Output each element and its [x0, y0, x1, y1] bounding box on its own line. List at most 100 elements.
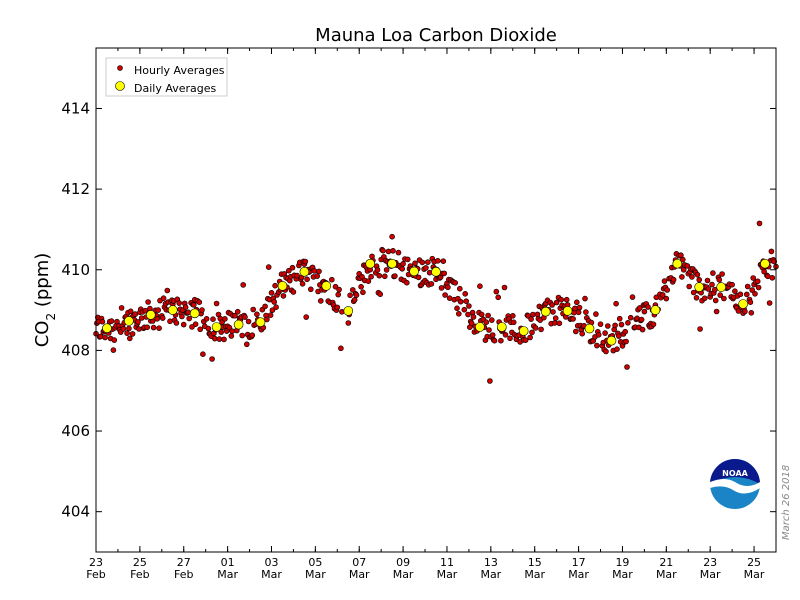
hourly-point	[710, 270, 716, 276]
hourly-point	[661, 278, 668, 284]
hourly-point	[750, 275, 757, 281]
hourly-point	[191, 302, 197, 308]
hourly-point	[132, 311, 139, 317]
hourly-point	[709, 281, 715, 288]
hourly-point	[501, 284, 508, 291]
daily-point	[694, 282, 705, 292]
hourly-point	[440, 258, 447, 265]
hourly-point	[213, 300, 220, 307]
hourly-point	[441, 270, 448, 277]
daily-point	[475, 322, 485, 332]
x-tick-day: 19	[615, 556, 629, 569]
daily-point	[584, 323, 595, 334]
hourly-point	[262, 303, 268, 310]
hourly-point	[360, 289, 366, 296]
hourly-point	[385, 248, 392, 255]
y-axis-ticks: 404 406 408 410 412 414	[61, 99, 776, 521]
hourly-point	[99, 318, 106, 325]
hourly-point	[135, 319, 141, 325]
hourly-point	[624, 364, 630, 370]
hourly-point	[744, 283, 751, 290]
hourly-point	[743, 291, 750, 298]
hourly-point	[527, 334, 533, 341]
hourly-point	[528, 316, 534, 322]
hourly-point	[455, 310, 462, 317]
hourly-point	[729, 281, 735, 288]
hourly-point	[679, 256, 686, 263]
daily-point	[343, 306, 354, 316]
legend-hourly-label: Hourly Averages	[134, 64, 225, 77]
hourly-point	[196, 299, 203, 306]
hourly-point	[468, 320, 475, 327]
hourly-point	[376, 272, 383, 279]
hourly-point	[239, 332, 245, 339]
hourly-point	[737, 291, 744, 298]
hourly-point	[368, 273, 374, 280]
hourly-point	[697, 326, 703, 332]
hourly-point	[338, 345, 344, 352]
hourly-point	[556, 320, 563, 327]
hourly-point	[234, 308, 241, 315]
hourly-point	[712, 297, 719, 304]
daily-point	[233, 319, 244, 330]
x-tick-month: Mar	[261, 568, 282, 581]
hourly-point	[102, 334, 108, 341]
hourly-point	[563, 296, 570, 303]
hourly-point	[529, 329, 535, 336]
hourly-point	[719, 271, 725, 277]
hourly-point	[593, 311, 599, 317]
hourly-point	[575, 309, 582, 316]
hourly-point	[445, 284, 451, 291]
hourly-point	[622, 328, 629, 335]
hourly-point	[639, 326, 646, 333]
hourly-point	[550, 309, 556, 315]
hourly-point	[182, 304, 189, 311]
hourly-point	[347, 292, 353, 299]
y-tick-label: 404	[61, 503, 90, 521]
legend-daily-label: Daily Averages	[134, 82, 217, 95]
hourly-point	[358, 283, 364, 290]
hourly-point	[461, 306, 468, 313]
hourly-point	[299, 280, 306, 287]
hourly-point	[636, 305, 643, 311]
y-axis-label-main: CO	[32, 321, 53, 348]
hourly-point	[332, 283, 339, 290]
hourly-point	[463, 298, 470, 305]
hourly-point	[466, 303, 472, 309]
hourly-point	[374, 267, 381, 273]
hourly-point	[389, 233, 395, 240]
hourly-point	[377, 291, 384, 298]
x-tick-month: Mar	[568, 568, 589, 581]
daily-point	[189, 308, 200, 319]
hourly-point	[457, 298, 464, 305]
hourly-point	[446, 295, 453, 302]
hourly-point	[663, 295, 670, 302]
hourly-point	[716, 276, 723, 283]
hourly-point	[316, 268, 322, 275]
hourly-point	[176, 300, 182, 306]
hourly-point	[488, 317, 495, 323]
plot-frame	[95, 47, 777, 553]
hourly-point	[604, 323, 611, 329]
hourly-point	[679, 274, 685, 280]
hourly-point	[179, 313, 185, 320]
hourly-point	[200, 351, 206, 358]
hourly-point	[573, 299, 580, 306]
hourly-point	[641, 308, 648, 315]
hourly-point	[485, 312, 491, 319]
hourly-point	[754, 278, 761, 285]
hourly-point	[110, 347, 117, 353]
hourly-point	[419, 259, 426, 266]
hourly-point	[269, 307, 276, 314]
hourly-point	[771, 258, 778, 265]
hourly-point	[403, 279, 410, 286]
x-tick-month: Mar	[744, 568, 765, 581]
hourly-point	[603, 348, 609, 355]
hourly-point	[570, 316, 576, 322]
hourly-point	[244, 341, 250, 348]
hourly-point	[156, 325, 162, 332]
daily-point	[124, 316, 134, 326]
daily-series	[102, 258, 770, 346]
x-tick-day: 11	[440, 556, 454, 569]
